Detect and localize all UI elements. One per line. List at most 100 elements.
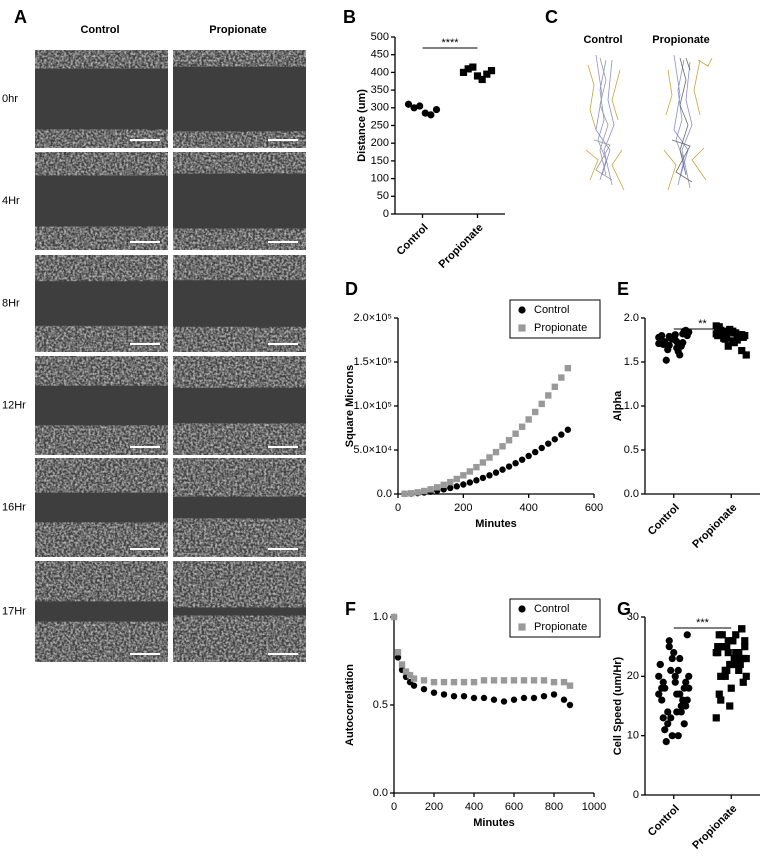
data-point — [566, 701, 574, 709]
data-point — [525, 416, 532, 423]
data-point — [512, 460, 519, 467]
data-point — [673, 338, 681, 346]
data-point — [667, 666, 675, 675]
data-point — [470, 678, 478, 686]
data-point — [680, 720, 688, 728]
data-point — [410, 104, 418, 112]
data-point — [738, 346, 746, 355]
y-tick-label: 450 — [371, 49, 389, 61]
cell-layer — [35, 226, 168, 250]
y-tick-label: 1.0 — [624, 400, 639, 412]
cell-layer — [173, 255, 306, 281]
panel-label: G — [617, 599, 631, 619]
data-point — [721, 327, 729, 335]
x-tick-label: 1000 — [582, 801, 606, 813]
cell-tracings — [585, 54, 713, 191]
data-point — [726, 702, 734, 710]
data-point — [447, 484, 454, 492]
data-point — [510, 696, 518, 703]
data-point — [459, 68, 468, 76]
data-point — [492, 448, 500, 456]
data-point — [736, 331, 744, 339]
cell-layer — [173, 326, 306, 352]
cell-layer — [173, 131, 306, 148]
data-point — [440, 691, 448, 698]
row-label: 12Hr — [2, 399, 26, 411]
data-point — [466, 468, 474, 475]
data-point — [655, 672, 663, 680]
data-point — [662, 356, 670, 364]
data-point — [724, 342, 732, 350]
data-point — [714, 332, 722, 340]
cell-layer — [35, 356, 168, 386]
y-tick-label: 0 — [383, 208, 389, 220]
data-point — [410, 682, 418, 689]
data-point — [729, 337, 737, 345]
y-tick-label: 1.5 — [624, 356, 639, 368]
data-point — [674, 732, 682, 740]
legend-label: Propionate — [534, 322, 587, 334]
data-point — [723, 643, 731, 651]
data-point — [664, 720, 672, 728]
data-point — [717, 696, 725, 704]
data-point — [718, 631, 726, 639]
y-tick-label: 0.5 — [624, 444, 639, 456]
data-point — [460, 693, 468, 700]
data-point — [460, 481, 467, 488]
cell-layer — [173, 50, 306, 67]
data-point — [480, 694, 488, 702]
data-point — [480, 677, 488, 684]
data-point — [550, 691, 558, 698]
x-tick-label: Propionate — [690, 502, 739, 551]
data-point — [735, 649, 743, 657]
legend-label: Control — [534, 603, 569, 615]
data-point — [414, 489, 421, 496]
data-point — [460, 472, 467, 479]
data-point — [685, 672, 693, 680]
data-point — [490, 677, 498, 684]
x-tick-label: 200 — [425, 801, 443, 813]
data-point — [566, 682, 574, 689]
data-point — [420, 487, 428, 495]
cell-layer — [173, 615, 306, 662]
cell-layer — [35, 458, 168, 493]
data-point — [430, 678, 438, 686]
data-point — [742, 351, 750, 359]
y-tick-label: 1.5×10⁵ — [353, 356, 392, 368]
y-tick-label: 0.0 — [373, 787, 388, 799]
data-point — [518, 306, 526, 314]
data-point — [659, 678, 667, 686]
x-tick-label: 800 — [545, 801, 563, 813]
y-tick-label: 2.0×10⁵ — [353, 312, 392, 324]
column-header: Control — [583, 34, 622, 46]
data-point — [739, 678, 747, 686]
data-point — [532, 408, 539, 416]
data-point — [466, 479, 474, 486]
data-point — [440, 678, 448, 686]
data-point — [732, 631, 740, 639]
micrograph-grid: 0hr 4Hr 8Hr 12Hr 16Hr 17Hr — [2, 50, 306, 662]
data-point — [658, 696, 666, 704]
y-tick-label: 0.0 — [624, 488, 639, 500]
y-tick-label: 0.0 — [377, 488, 392, 500]
row-label: 17Hr — [2, 605, 26, 617]
x-tick-label: 600 — [505, 801, 523, 813]
data-point — [538, 400, 545, 408]
data-point — [540, 677, 548, 684]
data-point — [712, 322, 720, 330]
data-point — [665, 643, 673, 651]
cell-layer — [35, 129, 168, 148]
data-point — [717, 672, 725, 680]
data-point — [499, 466, 506, 473]
data-point — [729, 637, 737, 645]
row-label: 8Hr — [2, 297, 20, 309]
data-point — [487, 67, 496, 75]
data-point — [564, 426, 572, 433]
cell-layer — [35, 50, 168, 69]
data-point — [440, 481, 447, 489]
data-point — [464, 65, 472, 73]
x-tick-label: 0 — [395, 502, 401, 514]
data-point — [685, 684, 693, 692]
row-label: 0hr — [2, 93, 18, 105]
data-point — [668, 654, 676, 663]
